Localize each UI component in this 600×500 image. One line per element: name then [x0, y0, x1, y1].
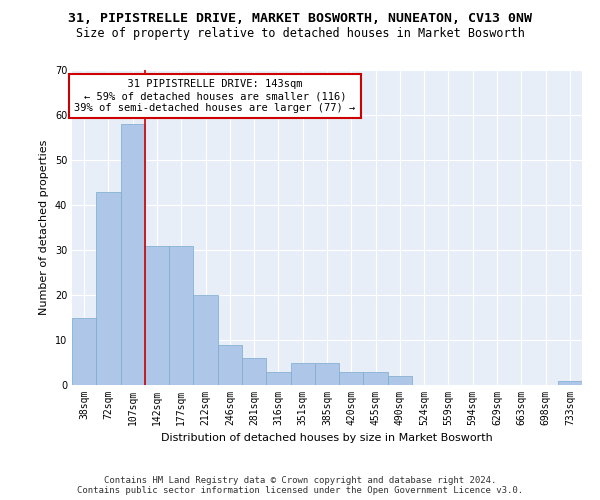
Bar: [364, 372, 388, 385]
Bar: [169, 246, 193, 385]
Bar: [96, 192, 121, 385]
Bar: [290, 362, 315, 385]
Bar: [145, 246, 169, 385]
Bar: [242, 358, 266, 385]
Y-axis label: Number of detached properties: Number of detached properties: [39, 140, 49, 315]
Bar: [339, 372, 364, 385]
Bar: [388, 376, 412, 385]
Text: Size of property relative to detached houses in Market Bosworth: Size of property relative to detached ho…: [76, 28, 524, 40]
Bar: [72, 318, 96, 385]
Bar: [193, 295, 218, 385]
Bar: [315, 362, 339, 385]
Text: 31 PIPISTRELLE DRIVE: 143sqm  
← 59% of detached houses are smaller (116)
39% of: 31 PIPISTRELLE DRIVE: 143sqm ← 59% of de…: [74, 80, 355, 112]
Text: 31, PIPISTRELLE DRIVE, MARKET BOSWORTH, NUNEATON, CV13 0NW: 31, PIPISTRELLE DRIVE, MARKET BOSWORTH, …: [68, 12, 532, 26]
Bar: [121, 124, 145, 385]
Bar: [558, 380, 582, 385]
Bar: [266, 372, 290, 385]
X-axis label: Distribution of detached houses by size in Market Bosworth: Distribution of detached houses by size …: [161, 434, 493, 444]
Text: Contains HM Land Registry data © Crown copyright and database right 2024.
Contai: Contains HM Land Registry data © Crown c…: [77, 476, 523, 495]
Bar: [218, 344, 242, 385]
